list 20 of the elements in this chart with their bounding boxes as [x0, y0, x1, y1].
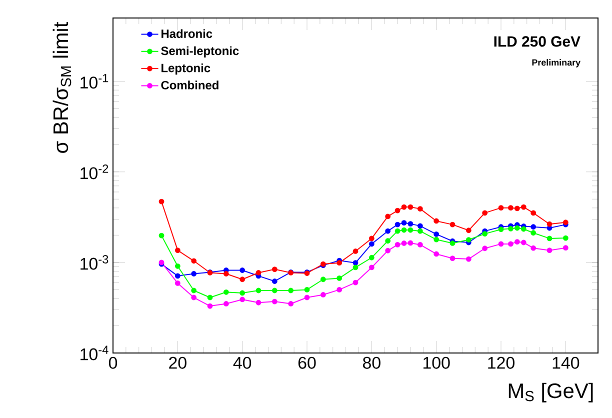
x-axis-title: M$_{S}$ [GeV]	[508, 382, 593, 402]
y-tick-label: 10$^{-2}$	[80, 164, 108, 180]
legend-label: Leptonic	[162, 63, 210, 75]
legend-label: Semi-leptonic	[161, 46, 239, 58]
legend-label: Combined	[161, 80, 218, 90]
y-tick-label: 10$^{-3}$	[80, 255, 108, 270]
x-tick-label: 20	[169, 356, 186, 369]
annotation: ILD 250 GeV	[494, 36, 580, 47]
legend-label: Hadronic	[162, 29, 212, 38]
y-tick-label: 10$^{-4}$	[80, 346, 108, 360]
y-axis-title: σ BR/σ$_{SM}$ limit	[52, 22, 72, 153]
x-tick-label: 120	[488, 356, 514, 369]
x-tick-label: 100	[424, 356, 450, 369]
x-tick-label: 40	[233, 356, 252, 369]
x-tick-label: 0	[108, 356, 118, 369]
x-tick-label: 80	[362, 356, 380, 369]
annotation: Preliminary	[532, 59, 580, 68]
x-tick-label: 140	[552, 356, 580, 369]
y-tick-label: 10$^{-1}$	[80, 74, 108, 89]
x-tick-label: 60	[298, 356, 316, 369]
